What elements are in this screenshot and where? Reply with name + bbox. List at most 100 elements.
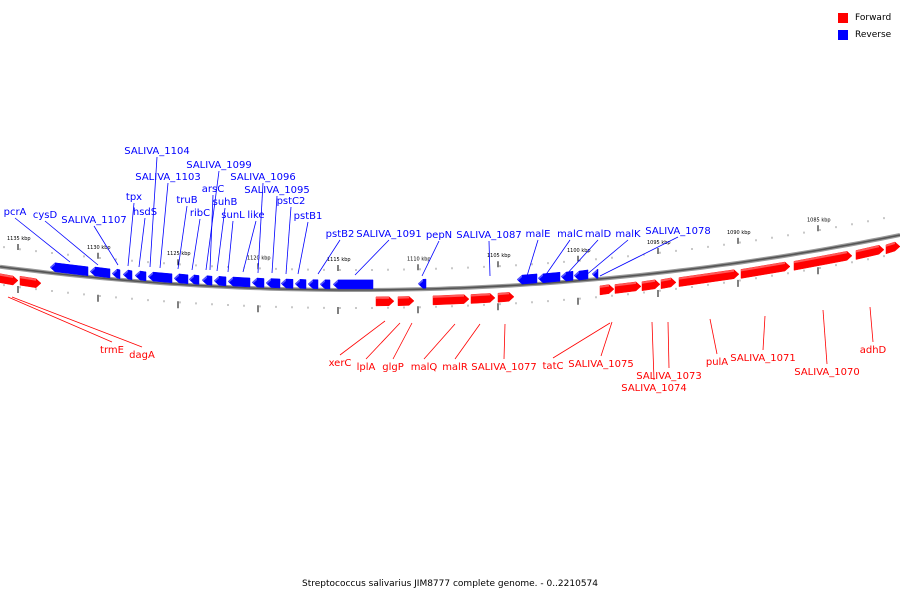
leader-line [271,195,278,274]
gene-highlight [174,273,179,281]
gene-label-saliva-1095: SALIVA_1095 [244,185,309,196]
gene-label-sunl: sunL [221,210,245,221]
leader-line [503,323,506,360]
gene-highlight [214,276,219,283]
gene-label-saliva-1071: SALIVA_1071 [730,353,795,364]
forward-gene-arrow [19,275,42,288]
reverse-gene-arrow [111,268,121,280]
gene-highlight [90,267,95,274]
gene-label-saliva-1075: SALIVA_1075 [568,359,633,370]
leader-line [392,322,413,360]
gene-label-saliva-1103: SALIVA_1103 [135,172,200,183]
leader-line [762,315,766,351]
ruler-tick-label: 1090 kbp [727,230,751,236]
legend-reverse: Reverse [838,26,898,43]
reverse-gene-arrow [516,273,538,285]
reverse-gene-arrow [227,276,251,288]
gene-highlight [112,269,117,276]
forward-gene-arrow [375,296,395,307]
leader-line [822,309,828,365]
gene-highlight [281,279,286,286]
gene-label-arsc: arsC [202,184,224,195]
gene-label-hsds: hsdS [133,207,157,218]
gene-label-pepn: pepN [426,230,452,241]
gene-highlight [741,262,785,272]
leader-line [584,239,629,277]
gene-label-male: malE [526,229,551,240]
ruler-tick-label: 1105 kbp [487,253,511,259]
reverse-gene-arrow [147,271,173,284]
reverse-gene-arrow [265,278,281,289]
leader-line [44,220,99,266]
leader-line [667,321,670,369]
legend-forward-label: Forward [855,12,892,23]
legend-forward: Forward [838,9,898,26]
gene-highlight [600,284,609,288]
forward-gene-arrow [470,293,496,304]
gene-highlight [123,270,128,277]
gene-highlight [320,279,325,287]
gene-label-saliva-1107: SALIVA_1107 [61,215,126,226]
forward-gene-arrow [432,294,470,306]
gene-label-saliva-1096: SALIVA_1096 [230,172,295,183]
leader-line [209,194,214,271]
gene-highlight [471,293,490,297]
leader-line [421,240,440,277]
gene-label-mald: malD [585,229,612,240]
leader-line [11,296,143,348]
caption: Streptococcus salivarius JIM8777 complet… [302,579,598,589]
gene-highlight [266,278,271,285]
gene-highlight [0,273,13,278]
gene-label-pstb1: pstB1 [294,211,323,222]
gene-highlight [574,271,579,278]
gene-highlight [376,296,389,299]
reverse-gene-arrow [280,278,294,289]
gene-label-lpla: lplA [357,362,376,373]
leader-line [227,220,234,273]
leader-line [149,156,158,268]
leader-line [365,322,401,360]
legend-reverse-swatch [838,29,848,40]
forward-gene-arrow [599,284,615,296]
ruler-tick-label: 1110 kbp [407,256,431,262]
gene-label-glgp: glgP [382,362,404,373]
gene-highlight [498,292,509,296]
leader-line [191,218,201,271]
leader-line [127,202,135,267]
gene-label-saliva-1073: SALIVA_1073 [636,371,701,382]
leader-line [159,182,169,269]
reverse-gene-arrow [332,279,374,290]
gene-label-suhb: suhB [213,197,238,208]
leader-line [138,217,146,268]
leader-line [709,318,718,355]
gene-highlight [433,294,464,298]
forward-gene-arrow [641,279,661,291]
forward-gene-arrow [614,281,642,294]
gene-highlight [295,279,300,286]
ruler-tick-label: 1085 kbp [807,217,831,223]
leader-line [257,182,264,274]
ruler-tick-label: 1095 kbp [647,240,671,246]
leader-line [339,320,386,356]
ruler-tick-label: 1125 kbp [167,251,191,257]
gene-highlight [148,272,153,279]
gene-highlight [592,269,597,277]
leader-line [7,296,113,343]
gene-highlight [50,262,55,270]
leader-line [317,239,341,275]
gene-label-saliva-1099: SALIVA_1099 [186,160,251,171]
gene-label-saliva-1070: SALIVA_1070 [794,367,859,378]
leader-line [423,323,456,360]
leader-line [869,306,874,343]
gene-highlight [189,274,194,282]
gene-highlight [20,276,36,281]
leader-line [552,322,611,359]
gene-highlight [308,279,313,287]
reverse-gene-arrow [134,270,147,282]
forward-gene-arrow [793,251,853,271]
gene-label-malr: malR [442,362,468,373]
reverse-gene-arrow [537,271,561,284]
gene-highlight [202,275,207,283]
leader-line [285,206,292,275]
